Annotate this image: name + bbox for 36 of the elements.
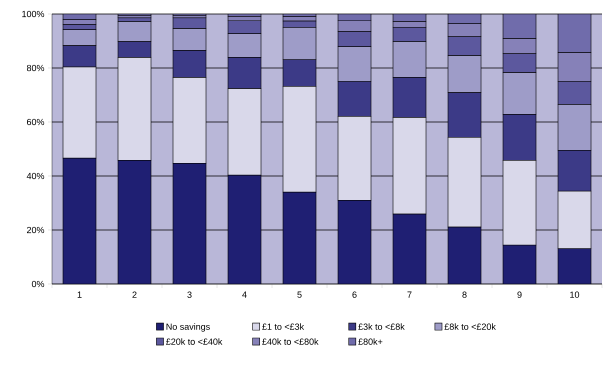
x-tick-label: 10 — [570, 292, 580, 298]
legend-label: £20k to <£40k — [166, 338, 222, 345]
bar — [393, 214, 426, 284]
bar — [118, 160, 152, 284]
bar — [173, 163, 206, 284]
x-tick-label: 3 — [187, 292, 192, 298]
bar — [558, 248, 592, 284]
x-tick-label: 1 — [78, 292, 82, 298]
x-tick-label: 8 — [462, 292, 467, 298]
x-tick-label: 6 — [352, 292, 357, 298]
bar — [283, 192, 316, 284]
legend-label: £8k to <£20k — [444, 323, 496, 330]
x-tick-label: 5 — [297, 292, 302, 298]
y-tick-label: 0% — [32, 280, 44, 288]
legend-label: £40k to <£80k — [262, 338, 319, 345]
y-tick-label: 60% — [26, 118, 44, 126]
y-tick-label: 80% — [26, 64, 44, 72]
legend-label: £3k to <£8k — [358, 323, 405, 330]
x-tick-label: 7 — [407, 292, 412, 298]
x-tick-label: 2 — [132, 292, 137, 298]
bar — [503, 245, 536, 284]
bar — [338, 200, 372, 284]
bar — [63, 158, 96, 284]
bar — [228, 175, 262, 284]
legend-label: £80k+ — [358, 338, 382, 345]
y-tick-label: 40% — [26, 172, 44, 180]
bar — [502, 14, 536, 39]
bar — [448, 227, 482, 284]
y-tick-label: 20% — [26, 226, 44, 234]
legend-label: No savings — [166, 323, 210, 332]
x-tick-label: 4 — [242, 292, 247, 298]
legend-label: £1 to <£3k — [262, 323, 304, 330]
bar — [558, 14, 592, 53]
y-tick-label: 100% — [22, 10, 44, 18]
bar — [448, 14, 482, 24]
x-tick-label: 9 — [517, 292, 522, 298]
